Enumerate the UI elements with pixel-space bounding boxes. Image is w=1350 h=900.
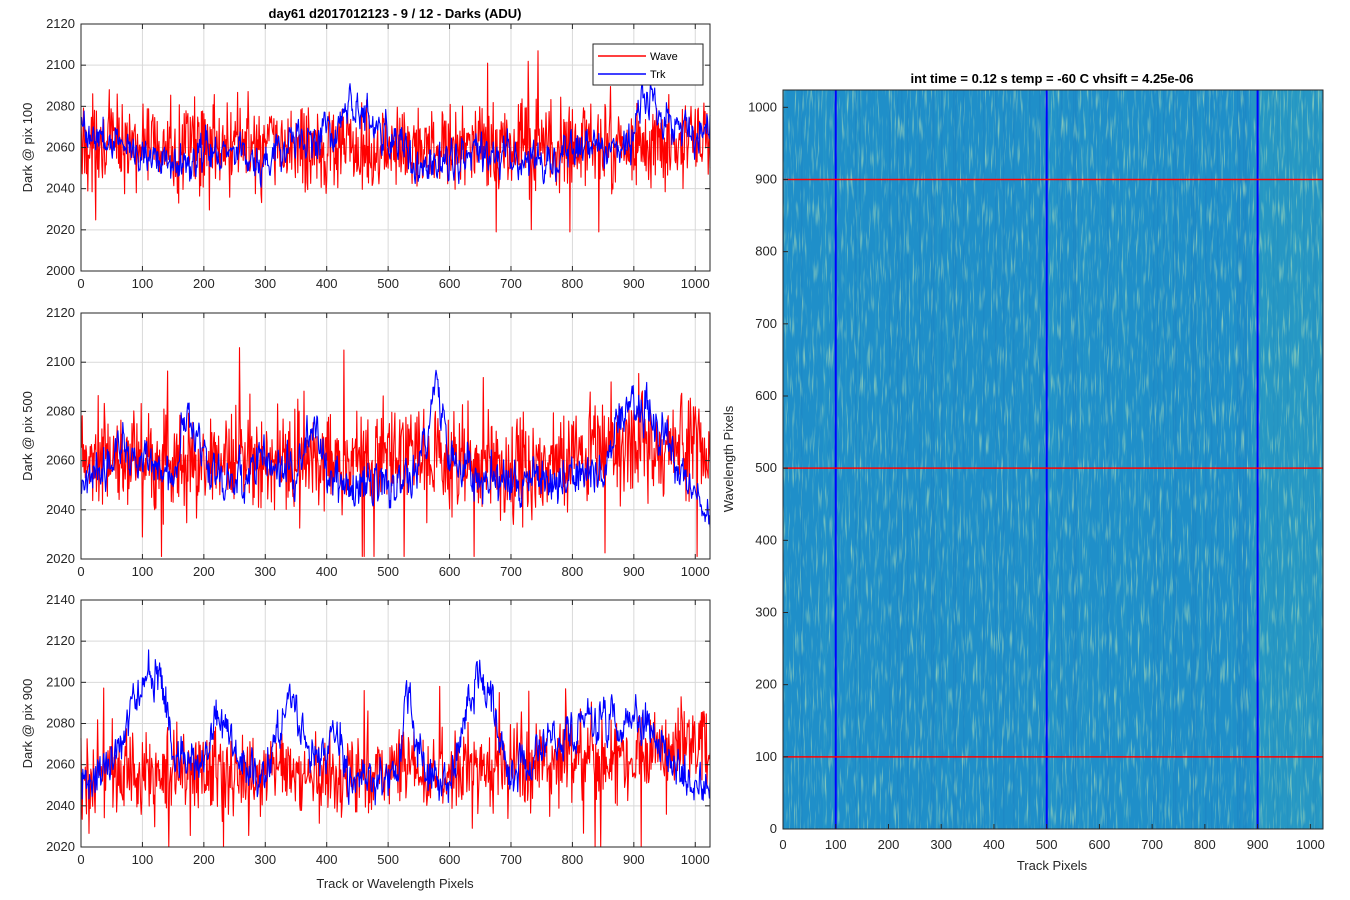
y-tick-label: 2080 bbox=[46, 98, 75, 113]
image-y-tick-label: 0 bbox=[770, 821, 777, 836]
x-axis-label-bottom: Track or Wavelength Pixels bbox=[316, 876, 474, 891]
image-y-tick-label: 400 bbox=[755, 532, 777, 547]
x-tick-label: 100 bbox=[132, 852, 154, 867]
y-tick-label: 2100 bbox=[46, 354, 75, 369]
image-x-tick-label: 500 bbox=[1036, 837, 1058, 852]
y-tick-label: 2060 bbox=[46, 453, 75, 468]
series-line-trk bbox=[80, 649, 711, 806]
image-x-tick-label: 800 bbox=[1194, 837, 1216, 852]
x-tick-label: 900 bbox=[623, 852, 645, 867]
x-tick-label: 700 bbox=[500, 276, 522, 291]
image-y-axis-label: Wavelength Pixels bbox=[721, 405, 736, 512]
legend-box bbox=[592, 43, 704, 86]
image-y-tick-label: 300 bbox=[755, 604, 777, 619]
image-x-axis-label: Track Pixels bbox=[1017, 858, 1088, 873]
x-tick-label: 400 bbox=[316, 276, 338, 291]
x-tick-label: 300 bbox=[254, 564, 276, 579]
y-tick-label: 2040 bbox=[46, 798, 75, 813]
y-axis-label: Dark @ pix 500 bbox=[20, 391, 35, 481]
y-tick-label: 2020 bbox=[46, 839, 75, 854]
x-tick-label: 200 bbox=[193, 276, 215, 291]
y-tick-label: 2040 bbox=[46, 181, 75, 196]
y-tick-label: 2000 bbox=[46, 263, 75, 278]
image-x-tick-label: 1000 bbox=[1296, 837, 1325, 852]
y-tick-label: 2020 bbox=[46, 222, 75, 237]
image-panel: 0 100 200 300 400 500 600 700 800 900 1000 0 100 200 3… bbox=[748, 89, 1325, 852]
y-axis-label: Dark @ pix 900 bbox=[20, 679, 35, 769]
legend-label-trk: Trk bbox=[650, 69, 666, 81]
image-x-tick-label: 300 bbox=[930, 837, 952, 852]
y-tick-label: 2080 bbox=[46, 716, 75, 731]
axes-box bbox=[80, 312, 711, 560]
image-y-tick-label: 800 bbox=[755, 244, 777, 259]
y-tick-label: 2120 bbox=[46, 305, 75, 320]
series-line-wave bbox=[80, 50, 711, 233]
series-line-wave bbox=[80, 347, 711, 558]
x-tick-label: 0 bbox=[77, 852, 84, 867]
y-tick-label: 2020 bbox=[46, 551, 75, 566]
legend: Wave Trk bbox=[592, 43, 704, 86]
image-x-tick-label: 0 bbox=[779, 837, 786, 852]
image-y-tick-label: 700 bbox=[755, 316, 777, 331]
image-y-tick-label: 900 bbox=[755, 171, 777, 186]
image-y-tick-label: 500 bbox=[755, 460, 777, 475]
y-tick-label: 2060 bbox=[46, 757, 75, 772]
y-tick-label: 2060 bbox=[46, 140, 75, 155]
x-tick-label: 100 bbox=[132, 276, 154, 291]
x-tick-label: 800 bbox=[562, 564, 584, 579]
x-tick-label: 0 bbox=[77, 276, 84, 291]
y-tick-label: 2120 bbox=[46, 16, 75, 31]
line-panel-pix-900: 0 100 200 300 400 500 600 700 800 900 1000 2020 2040… bbox=[20, 592, 711, 867]
image-x-tick-label: 700 bbox=[1141, 837, 1163, 852]
image-axes-box bbox=[782, 89, 1324, 830]
image-title: int time = 0.12 s temp = -60 C vhsift = … bbox=[911, 71, 1194, 86]
image-noise bbox=[783, 90, 1323, 829]
image-y-tick-label: 200 bbox=[755, 677, 777, 692]
x-tick-label: 700 bbox=[500, 852, 522, 867]
image-x-tick-label: 400 bbox=[983, 837, 1005, 852]
x-tick-label: 900 bbox=[623, 564, 645, 579]
x-tick-label: 100 bbox=[132, 564, 154, 579]
x-tick-label: 0 bbox=[77, 564, 84, 579]
x-tick-label: 1000 bbox=[681, 276, 710, 291]
y-axis-label: Dark @ pix 100 bbox=[20, 103, 35, 193]
image-y-tick-label: 600 bbox=[755, 388, 777, 403]
x-tick-label: 800 bbox=[562, 852, 584, 867]
x-tick-label: 200 bbox=[193, 564, 215, 579]
x-tick-label: 200 bbox=[193, 852, 215, 867]
series-line-trk bbox=[80, 81, 711, 188]
x-tick-label: 700 bbox=[500, 564, 522, 579]
x-tick-label: 400 bbox=[316, 564, 338, 579]
x-tick-label: 1000 bbox=[681, 564, 710, 579]
x-tick-label: 400 bbox=[316, 852, 338, 867]
y-tick-label: 2100 bbox=[46, 57, 75, 72]
x-tick-label: 600 bbox=[439, 276, 461, 291]
image-x-tick-label: 600 bbox=[1089, 837, 1111, 852]
figure-title: day61 d2017012123 - 9 / 12 - Darks (ADU) bbox=[269, 6, 522, 21]
y-tick-label: 2080 bbox=[46, 403, 75, 418]
image-x-tick-label: 200 bbox=[878, 837, 900, 852]
x-tick-label: 500 bbox=[377, 276, 399, 291]
image-x-tick-label: 100 bbox=[825, 837, 847, 852]
legend-label-wave: Wave bbox=[650, 51, 678, 63]
y-tick-label: 2120 bbox=[46, 633, 75, 648]
image-y-tick-label: 1000 bbox=[748, 99, 777, 114]
x-tick-label: 500 bbox=[377, 564, 399, 579]
x-tick-label: 500 bbox=[377, 852, 399, 867]
image-x-tick-label: 900 bbox=[1247, 837, 1269, 852]
image-y-tick-label: 100 bbox=[755, 749, 777, 764]
y-tick-label: 2140 bbox=[46, 592, 75, 607]
x-tick-label: 300 bbox=[254, 276, 276, 291]
x-tick-label: 1000 bbox=[681, 852, 710, 867]
x-tick-label: 300 bbox=[254, 852, 276, 867]
x-tick-label: 600 bbox=[439, 852, 461, 867]
series-line-trk bbox=[80, 369, 711, 528]
x-tick-label: 900 bbox=[623, 276, 645, 291]
x-tick-label: 800 bbox=[562, 276, 584, 291]
x-tick-label: 600 bbox=[439, 564, 461, 579]
line-panel-pix-500: 0 100 200 300 400 500 600 700 800 900 1000 2020 2040… bbox=[20, 305, 711, 579]
y-tick-label: 2100 bbox=[46, 674, 75, 689]
y-tick-label: 2040 bbox=[46, 502, 75, 517]
